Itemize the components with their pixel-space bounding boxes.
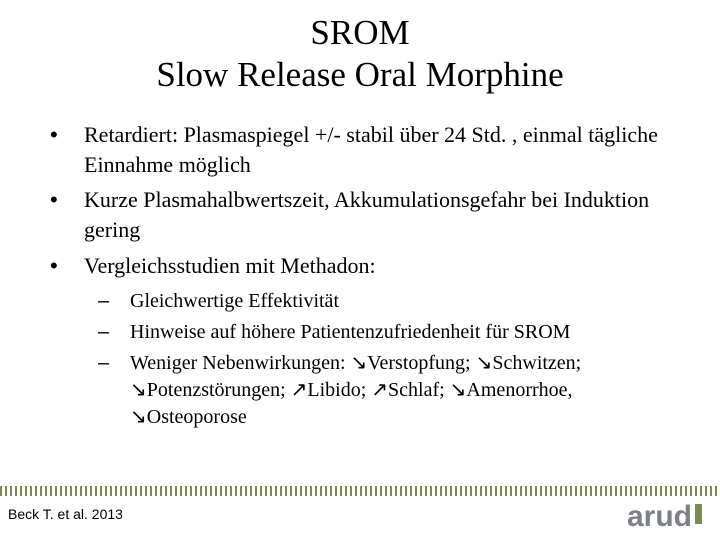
bullet-text: Kurze Plasmahalbwertszeit, Akkumulations… bbox=[84, 185, 680, 244]
sub-bullet-text: Weniger Nebenwirkungen: ↘Verstopfung; ↘S… bbox=[130, 350, 680, 431]
main-bullet-list: • Retardiert: Plasmaspiegel +/- stabil ü… bbox=[40, 120, 680, 280]
bullet-item: • Vergleichsstudien mit Methadon: bbox=[50, 251, 680, 281]
bullet-marker: • bbox=[50, 185, 84, 244]
logo-text: arud bbox=[627, 500, 692, 533]
bullet-marker: • bbox=[50, 251, 84, 281]
title-block: SROM Slow Release Oral Morphine bbox=[40, 12, 680, 96]
bullet-item: • Kurze Plasmahalbwertszeit, Akkumulatio… bbox=[50, 185, 680, 244]
sub-bullet-item: – Gleichwertige Effektivität bbox=[98, 288, 680, 315]
bullet-text: Retardiert: Plasmaspiegel +/- stabil übe… bbox=[84, 120, 680, 179]
brand-logo: arud bbox=[627, 500, 702, 534]
title-line-2: Slow Release Oral Morphine bbox=[40, 54, 680, 96]
sub-bullet-item: – Weniger Nebenwirkungen: ↘Verstopfung; … bbox=[98, 350, 680, 431]
bullet-item: • Retardiert: Plasmaspiegel +/- stabil ü… bbox=[50, 120, 680, 179]
citation-text: Beck T. et al. 2013 bbox=[8, 506, 123, 522]
logo-accent-bar bbox=[695, 504, 702, 524]
dash-marker: – bbox=[98, 288, 130, 315]
sub-bullet-item: – Hinweise auf höhere Patientenzufrieden… bbox=[98, 319, 680, 346]
sub-bullet-text: Hinweise auf höhere Patientenzufriedenhe… bbox=[130, 319, 680, 346]
sub-bullet-list: – Gleichwertige Effektivität – Hinweise … bbox=[40, 288, 680, 431]
dash-marker: – bbox=[98, 350, 130, 431]
bullet-marker: • bbox=[50, 120, 84, 179]
slide-container: SROM Slow Release Oral Morphine • Retard… bbox=[0, 0, 720, 540]
footer-divider bbox=[0, 486, 720, 496]
title-line-1: SROM bbox=[40, 12, 680, 54]
dash-marker: – bbox=[98, 319, 130, 346]
sub-bullet-text: Gleichwertige Effektivität bbox=[130, 288, 680, 315]
bullet-text: Vergleichsstudien mit Methadon: bbox=[84, 251, 680, 281]
